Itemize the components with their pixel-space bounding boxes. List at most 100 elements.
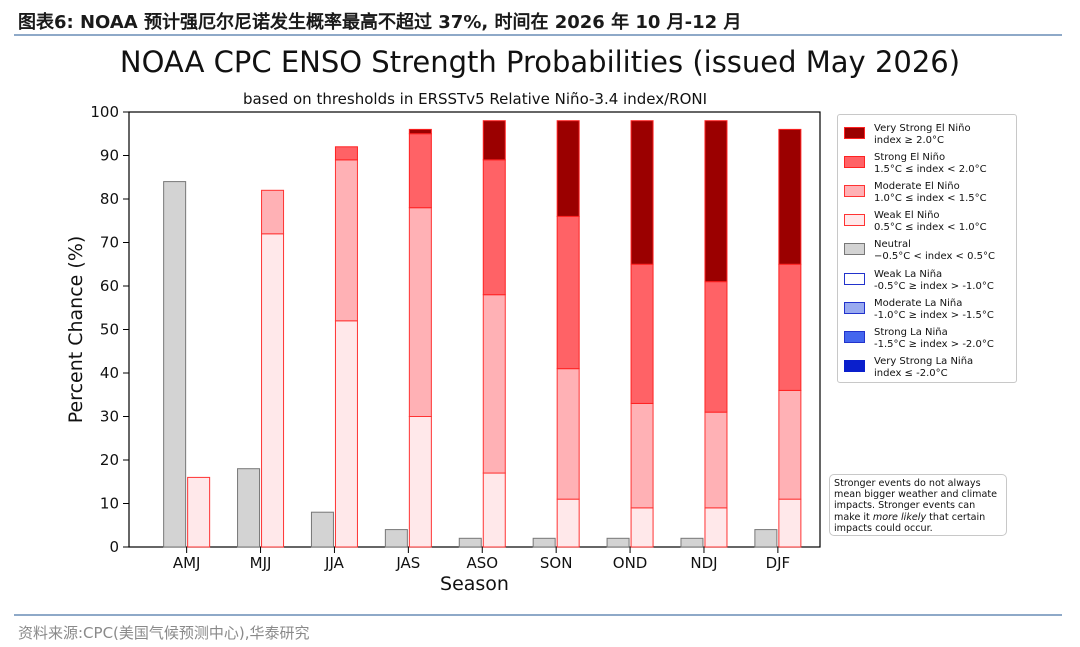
y-tick-label: 90 [100, 147, 119, 165]
legend-label-name: Moderate El Niño [874, 181, 960, 193]
x-tick-label: NDJ [690, 554, 717, 572]
legend-label-range: -1.5°C ≥ index > -2.0°C [874, 338, 994, 350]
legend-label-name: Neutral [874, 239, 911, 251]
el-nino-segment [408, 133, 432, 209]
legend-label-range: -0.5°C ≥ index > -1.0°C [874, 280, 994, 292]
x-tick-label: MJJ [250, 554, 272, 572]
legend-label: Moderate El Niño 1.0°C ≤ index < 1.5°C [874, 181, 987, 205]
legend-label-range: index ≤ -2.0°C [874, 367, 948, 379]
neutral-bar [384, 529, 408, 548]
legend-swatch [844, 272, 865, 285]
bottom-divider [14, 614, 1062, 616]
x-tick-label: ASO [466, 554, 498, 572]
y-tick-label: 80 [100, 190, 119, 208]
legend-label: Neutral −0.5°C < index < 0.5°C [874, 239, 995, 263]
y-tick-label: 100 [90, 103, 119, 121]
y-tick-label: 20 [100, 451, 119, 469]
y-axis-label: Percent Chance (%) [65, 236, 87, 424]
legend-label: Strong La Niña -1.5°C ≥ index > -2.0°C [874, 327, 994, 351]
top-divider [14, 34, 1062, 36]
el-nino-segment [482, 159, 506, 296]
legend-item: Moderate El Niño 1.0°C ≤ index < 1.5°C [844, 181, 1014, 209]
legend-swatch [844, 359, 865, 372]
legend-swatch [844, 301, 865, 314]
legend-item: Moderate La Niña -1.0°C ≥ index > -1.5°C [844, 298, 1014, 326]
el-nino-segment [261, 233, 285, 548]
el-nino-segment [704, 120, 728, 283]
el-nino-segment [778, 389, 802, 500]
el-nino-segment [778, 263, 802, 391]
legend-label: Weak El Niño 0.5°C ≤ index < 1.0°C [874, 210, 987, 234]
legend-label-range: 0.5°C ≤ index < 1.0°C [874, 222, 987, 234]
x-tick-label: SON [540, 554, 573, 572]
legend-label-range: index ≥ 2.0°C [874, 135, 944, 146]
el-nino-segment [704, 507, 728, 548]
el-nino-segment [556, 120, 580, 217]
legend-label-range: −0.5°C < index < 0.5°C [874, 251, 995, 263]
el-nino-segment [630, 263, 654, 404]
legend-swatch [844, 330, 865, 343]
el-nino-segment [408, 416, 432, 548]
note-emphasis: more likely [872, 511, 927, 523]
el-nino-segment [334, 320, 358, 548]
el-nino-segment [556, 215, 580, 370]
legend-swatch [844, 156, 865, 169]
el-nino-segment [704, 411, 728, 509]
neutral-bar [532, 537, 556, 548]
figure-caption: 图表6: NOAA 预计强厄尔尼诺发生概率最高不超过 37%, 时间在 2026… [18, 12, 742, 33]
legend-item: Very Strong El Niño index ≥ 2.0°C [844, 123, 1014, 151]
x-tick-label: DJF [766, 554, 791, 572]
neutral-bar [680, 537, 704, 548]
el-nino-segment [408, 207, 432, 417]
el-nino-segment [556, 498, 580, 548]
legend-label-name: Weak La Niña [874, 268, 943, 280]
legend-item: Neutral −0.5°C < index < 0.5°C [844, 239, 1014, 267]
legend-label-range: -1.0°C ≥ index > -1.5°C [874, 309, 994, 321]
el-nino-segment [261, 189, 285, 235]
el-nino-segment [482, 120, 506, 161]
legend-label: Moderate La Niña -1.0°C ≥ index > -1.5°C [874, 298, 994, 322]
el-nino-segment [630, 402, 654, 509]
el-nino-segment [482, 294, 506, 474]
legend-swatch [844, 185, 865, 198]
legend-label-name: Very Strong El Niño [874, 123, 971, 134]
x-tick-label: OND [613, 554, 648, 572]
el-nino-segment [630, 120, 654, 265]
y-tick-label: 50 [100, 321, 119, 339]
legend-swatch [844, 127, 865, 139]
el-nino-segment [482, 472, 506, 548]
legend-item: Weak La Niña -0.5°C ≥ index > -1.0°C [844, 269, 1014, 297]
legend-item: Very Strong La Niña index ≤ -2.0°C [844, 356, 1014, 384]
el-nino-segment [778, 498, 802, 548]
x-tick-label: AMJ [173, 554, 201, 572]
chart-title: NOAA CPC ENSO Strength Probabilities (is… [119, 45, 961, 79]
note-text-end: that certain impacts could occur. [834, 511, 986, 534]
legend-label: Strong El Niño 1.5°C ≤ index < 2.0°C [874, 152, 987, 176]
y-tick-label: 10 [100, 495, 119, 513]
legend-label-name: Very Strong La Niña [874, 355, 974, 367]
source-note: 资料来源:CPC(美国气候预测中心),华泰研究 [18, 624, 310, 642]
legend-label-name: Strong La Niña [874, 326, 948, 338]
chart-legend: Very Strong El Niño index ≥ 2.0°C Strong E… [837, 114, 1017, 383]
el-nino-segment [778, 128, 802, 265]
x-tick-label: JAS [395, 554, 420, 572]
el-nino-segment [408, 128, 432, 135]
legend-item: Weak El Niño 0.5°C ≤ index < 1.0°C [844, 210, 1014, 238]
note-text: Stronger events do not always mean bigge… [834, 478, 998, 523]
neutral-bar [606, 537, 630, 548]
legend-label-range: 1.0°C ≤ index < 1.5°C [874, 193, 987, 205]
el-nino-segment [556, 368, 580, 500]
legend-item: Strong El Niño 1.5°C ≤ index < 2.0°C [844, 152, 1014, 180]
neutral-bar [163, 181, 187, 548]
x-axis-label: Season [440, 573, 509, 595]
neutral-bar [310, 511, 334, 548]
neutral-bar [237, 468, 261, 548]
neutral-bar [754, 529, 778, 548]
legend-label: Very Strong La Niña index ≤ -2.0°C [874, 356, 973, 380]
legend-label-name: Strong El Niño [874, 152, 946, 164]
legend-label-range: 1.5°C ≤ index < 2.0°C [874, 164, 987, 176]
neutral-bar [458, 537, 482, 548]
y-tick-label: 0 [109, 538, 119, 556]
legend-item: Strong La Niña -1.5°C ≥ index > -2.0°C [844, 327, 1014, 355]
